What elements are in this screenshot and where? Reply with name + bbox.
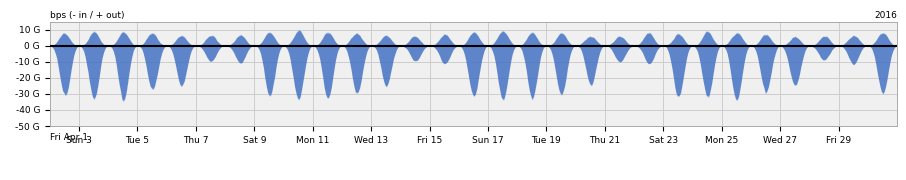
Text: Fri Apr 1: Fri Apr 1 (50, 133, 88, 142)
Text: 2016: 2016 (874, 10, 897, 19)
Text: bps (- in / + out): bps (- in / + out) (50, 10, 124, 19)
